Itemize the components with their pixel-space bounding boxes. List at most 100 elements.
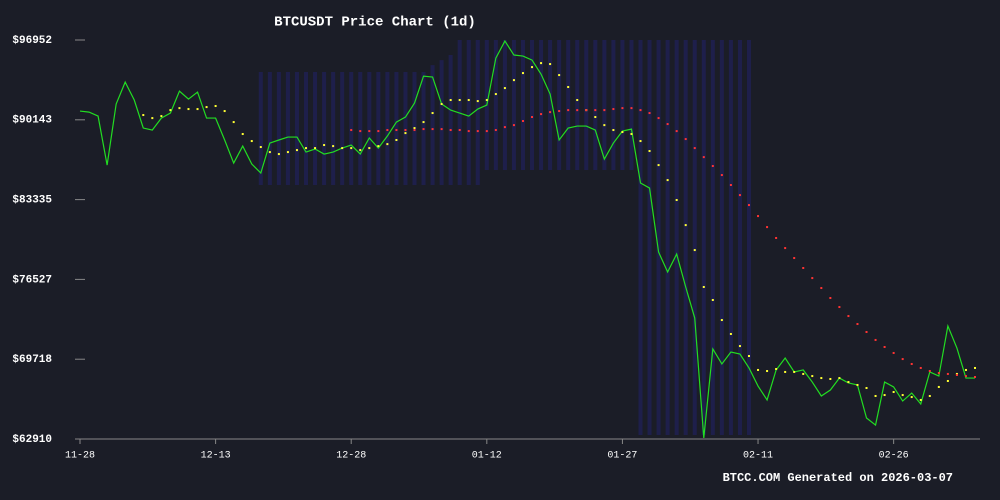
ma-dot — [458, 129, 461, 132]
ma-dot — [503, 126, 506, 129]
ma-dot — [955, 374, 958, 377]
ma-dot — [259, 146, 262, 149]
ma-dot — [585, 109, 588, 112]
ma-dot — [838, 377, 841, 380]
ma-dot — [142, 114, 145, 117]
y-tick-label: $83335 — [12, 195, 52, 207]
ma-dot — [856, 383, 859, 386]
ma-dot — [440, 103, 443, 106]
ma-dot — [847, 381, 850, 384]
price-line — [79, 39, 975, 439]
ma-dot — [594, 116, 597, 119]
ma-dot — [413, 127, 416, 130]
ma-dot — [467, 130, 470, 133]
ma-dot — [811, 375, 814, 378]
footer: BTCC.COM Generated on 2026-03-07 — [723, 471, 953, 485]
ma-dot — [494, 93, 497, 96]
ma-dot — [729, 184, 732, 187]
ma-dot — [151, 117, 154, 120]
ma-dot — [675, 199, 678, 202]
ma-dot — [757, 368, 760, 371]
ma-dot — [892, 351, 895, 354]
ma-dot — [784, 247, 787, 250]
ma-dot — [657, 164, 660, 167]
ma-dot — [540, 62, 543, 65]
ma-dot — [196, 108, 199, 111]
y-tick-label: $90143 — [12, 115, 52, 127]
ma-dot — [946, 379, 949, 382]
ma-dot — [576, 109, 579, 112]
ma-dot — [422, 121, 425, 124]
ma-dot — [711, 165, 714, 168]
ma-dot — [503, 87, 506, 90]
ma-dot — [684, 224, 687, 227]
ma-dot — [720, 319, 723, 322]
ma-dot — [883, 345, 886, 348]
ma-dot — [440, 128, 443, 131]
ma-dot — [422, 128, 425, 131]
ma-dot — [974, 366, 976, 369]
ma-dot — [693, 249, 696, 252]
ma-dot — [630, 133, 633, 136]
ma-dot — [639, 109, 642, 112]
ma-dot — [395, 129, 398, 132]
x-tick-label: 11-28 — [65, 451, 95, 462]
ma-dot — [621, 131, 624, 134]
ma-dot — [359, 130, 362, 133]
ma-dot — [648, 112, 651, 115]
ma-dot — [531, 66, 534, 69]
ma-dot — [178, 107, 181, 110]
ma-dot — [955, 372, 958, 375]
ma-dot — [928, 394, 931, 397]
y-tick-label: $69718 — [12, 354, 52, 366]
ma-dot — [558, 74, 561, 77]
x-tick-label: 02-26 — [879, 451, 909, 462]
ma-dot — [187, 108, 190, 111]
ma-dot — [974, 375, 976, 378]
ma-dot — [359, 149, 362, 152]
ma-dot — [910, 362, 913, 365]
ma-dot — [648, 150, 651, 153]
ma-dot — [603, 124, 606, 127]
ma-dot — [630, 107, 633, 110]
ma-dot — [811, 277, 814, 280]
ma-dot — [621, 107, 624, 110]
ma-dot — [738, 345, 741, 348]
ma-dot — [901, 394, 904, 397]
ma-dot — [910, 396, 913, 399]
y-tick-label: $96952 — [12, 35, 52, 47]
ma-dot — [603, 109, 606, 112]
ma-dot — [802, 372, 805, 375]
ma-dot — [639, 140, 642, 143]
ma-dot — [169, 109, 172, 112]
ma-dot — [323, 144, 326, 147]
ma-dot — [766, 370, 769, 373]
ma-dot — [937, 372, 940, 375]
ma-dot — [784, 370, 787, 373]
ma-dot — [232, 121, 235, 124]
ma-dot — [567, 109, 570, 112]
ma-dot — [512, 79, 515, 82]
ma-dot — [612, 129, 615, 132]
ma-dot — [738, 194, 741, 197]
ma-dot — [494, 129, 497, 132]
ma-dot — [702, 285, 705, 288]
ma-dot — [576, 99, 579, 102]
ma-dot — [350, 129, 353, 132]
ma-dot — [775, 236, 778, 239]
ma-dot — [919, 366, 922, 369]
ma-dot — [820, 377, 823, 380]
ma-dot — [458, 99, 461, 102]
ma-dot — [314, 147, 317, 150]
ma-dot — [757, 215, 760, 218]
ma-dot — [476, 100, 479, 103]
ma-dot — [666, 123, 669, 126]
ma-dot — [549, 111, 552, 114]
ma-dot — [964, 368, 967, 371]
y-tick-label: $62910 — [12, 434, 52, 446]
ma-dot — [241, 133, 244, 136]
ma-dot — [802, 266, 805, 269]
ma-dot — [549, 63, 552, 66]
